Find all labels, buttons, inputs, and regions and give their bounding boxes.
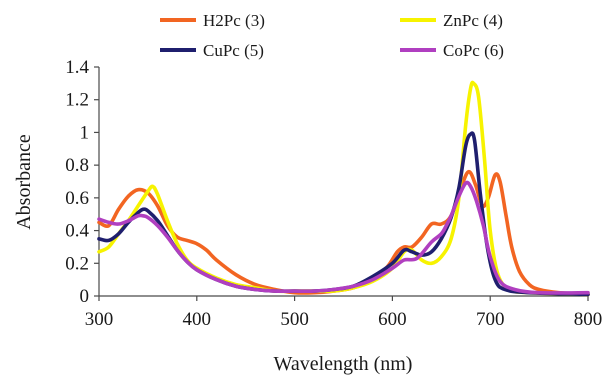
x-tick-label: 800	[574, 309, 603, 330]
legend-label: CuPc (5)	[203, 41, 264, 60]
y-tick-label: 0	[80, 286, 90, 307]
y-tick-label: 0.6	[65, 188, 89, 209]
y-axis-ticks: 0 0.2 0.4 0.6 0.8 1 1.2 1.4	[65, 57, 99, 307]
x-axis-title: Wavelength (nm)	[274, 353, 413, 375]
cupc-series-line	[97, 131, 590, 297]
legend-item-copc: CoPc (6)	[400, 41, 504, 60]
y-tick-label: 0.8	[65, 155, 89, 176]
y-tick-label: 1.2	[65, 90, 89, 111]
x-tick-label: 500	[280, 309, 309, 330]
x-tick-label: 300	[85, 309, 114, 330]
y-tick-label: 1.4	[65, 57, 89, 78]
plot-axes	[98, 67, 588, 297]
y-tick-label: 0.2	[65, 253, 89, 274]
legend-item-znpc: ZnPc (4)	[400, 11, 503, 30]
legend: H2Pc (3) ZnPc (4) CuPc (5) CoPc (6)	[160, 11, 504, 60]
x-tick-label: 600	[378, 309, 407, 330]
copc-series-line	[97, 180, 590, 295]
x-axis-ticks: 300 400 500 600 700 800	[85, 296, 603, 330]
legend-item-h2pc: H2Pc (3)	[160, 11, 265, 30]
x-tick-label: 700	[476, 309, 505, 330]
series-layer	[97, 80, 590, 297]
legend-item-cupc: CuPc (5)	[160, 41, 264, 60]
y-tick-label: 1	[80, 122, 90, 143]
y-tick-label: 0.4	[65, 221, 89, 242]
y-axis-title: Absorbance	[13, 134, 35, 230]
x-tick-label: 400	[183, 309, 212, 330]
legend-label: H2Pc (3)	[203, 11, 265, 30]
legend-label: ZnPc (4)	[443, 11, 503, 30]
legend-label: CoPc (6)	[443, 41, 504, 60]
